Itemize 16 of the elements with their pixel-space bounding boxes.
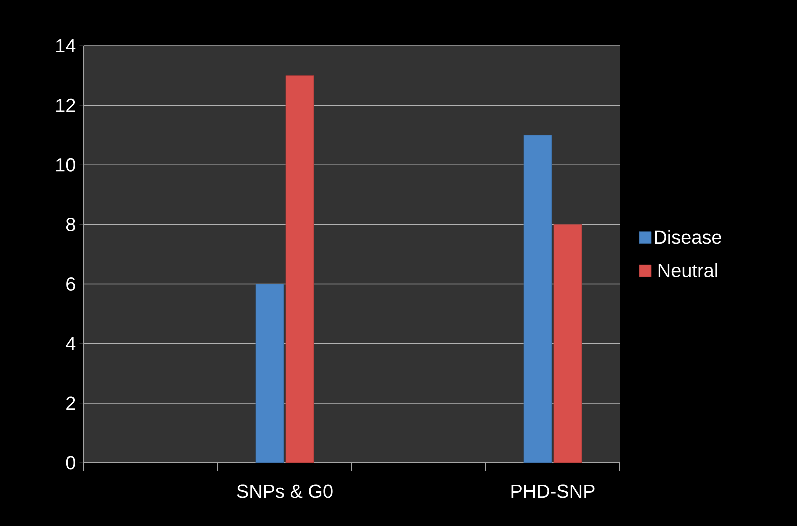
y-tick-label: 10 [56,158,76,172]
y-tick-label: 12 [56,98,76,112]
y-tick-label: 8 [66,218,76,232]
bar [286,76,314,464]
bar [256,284,284,464]
legend-label: Disease [655,230,722,244]
y-tick-label: 0 [66,456,76,470]
bar [524,135,552,464]
y-tick-label: 2 [66,396,76,410]
x-tick-label: PHD-SNP [512,484,595,498]
x-tick-label: SNPs & G0 [237,484,333,498]
y-tick-label: 6 [66,278,76,291]
legend-label: Neutral [658,263,718,278]
bar [554,224,582,464]
y-tick-label: 4 [66,337,76,350]
y-tick-label: 14 [56,39,76,53]
